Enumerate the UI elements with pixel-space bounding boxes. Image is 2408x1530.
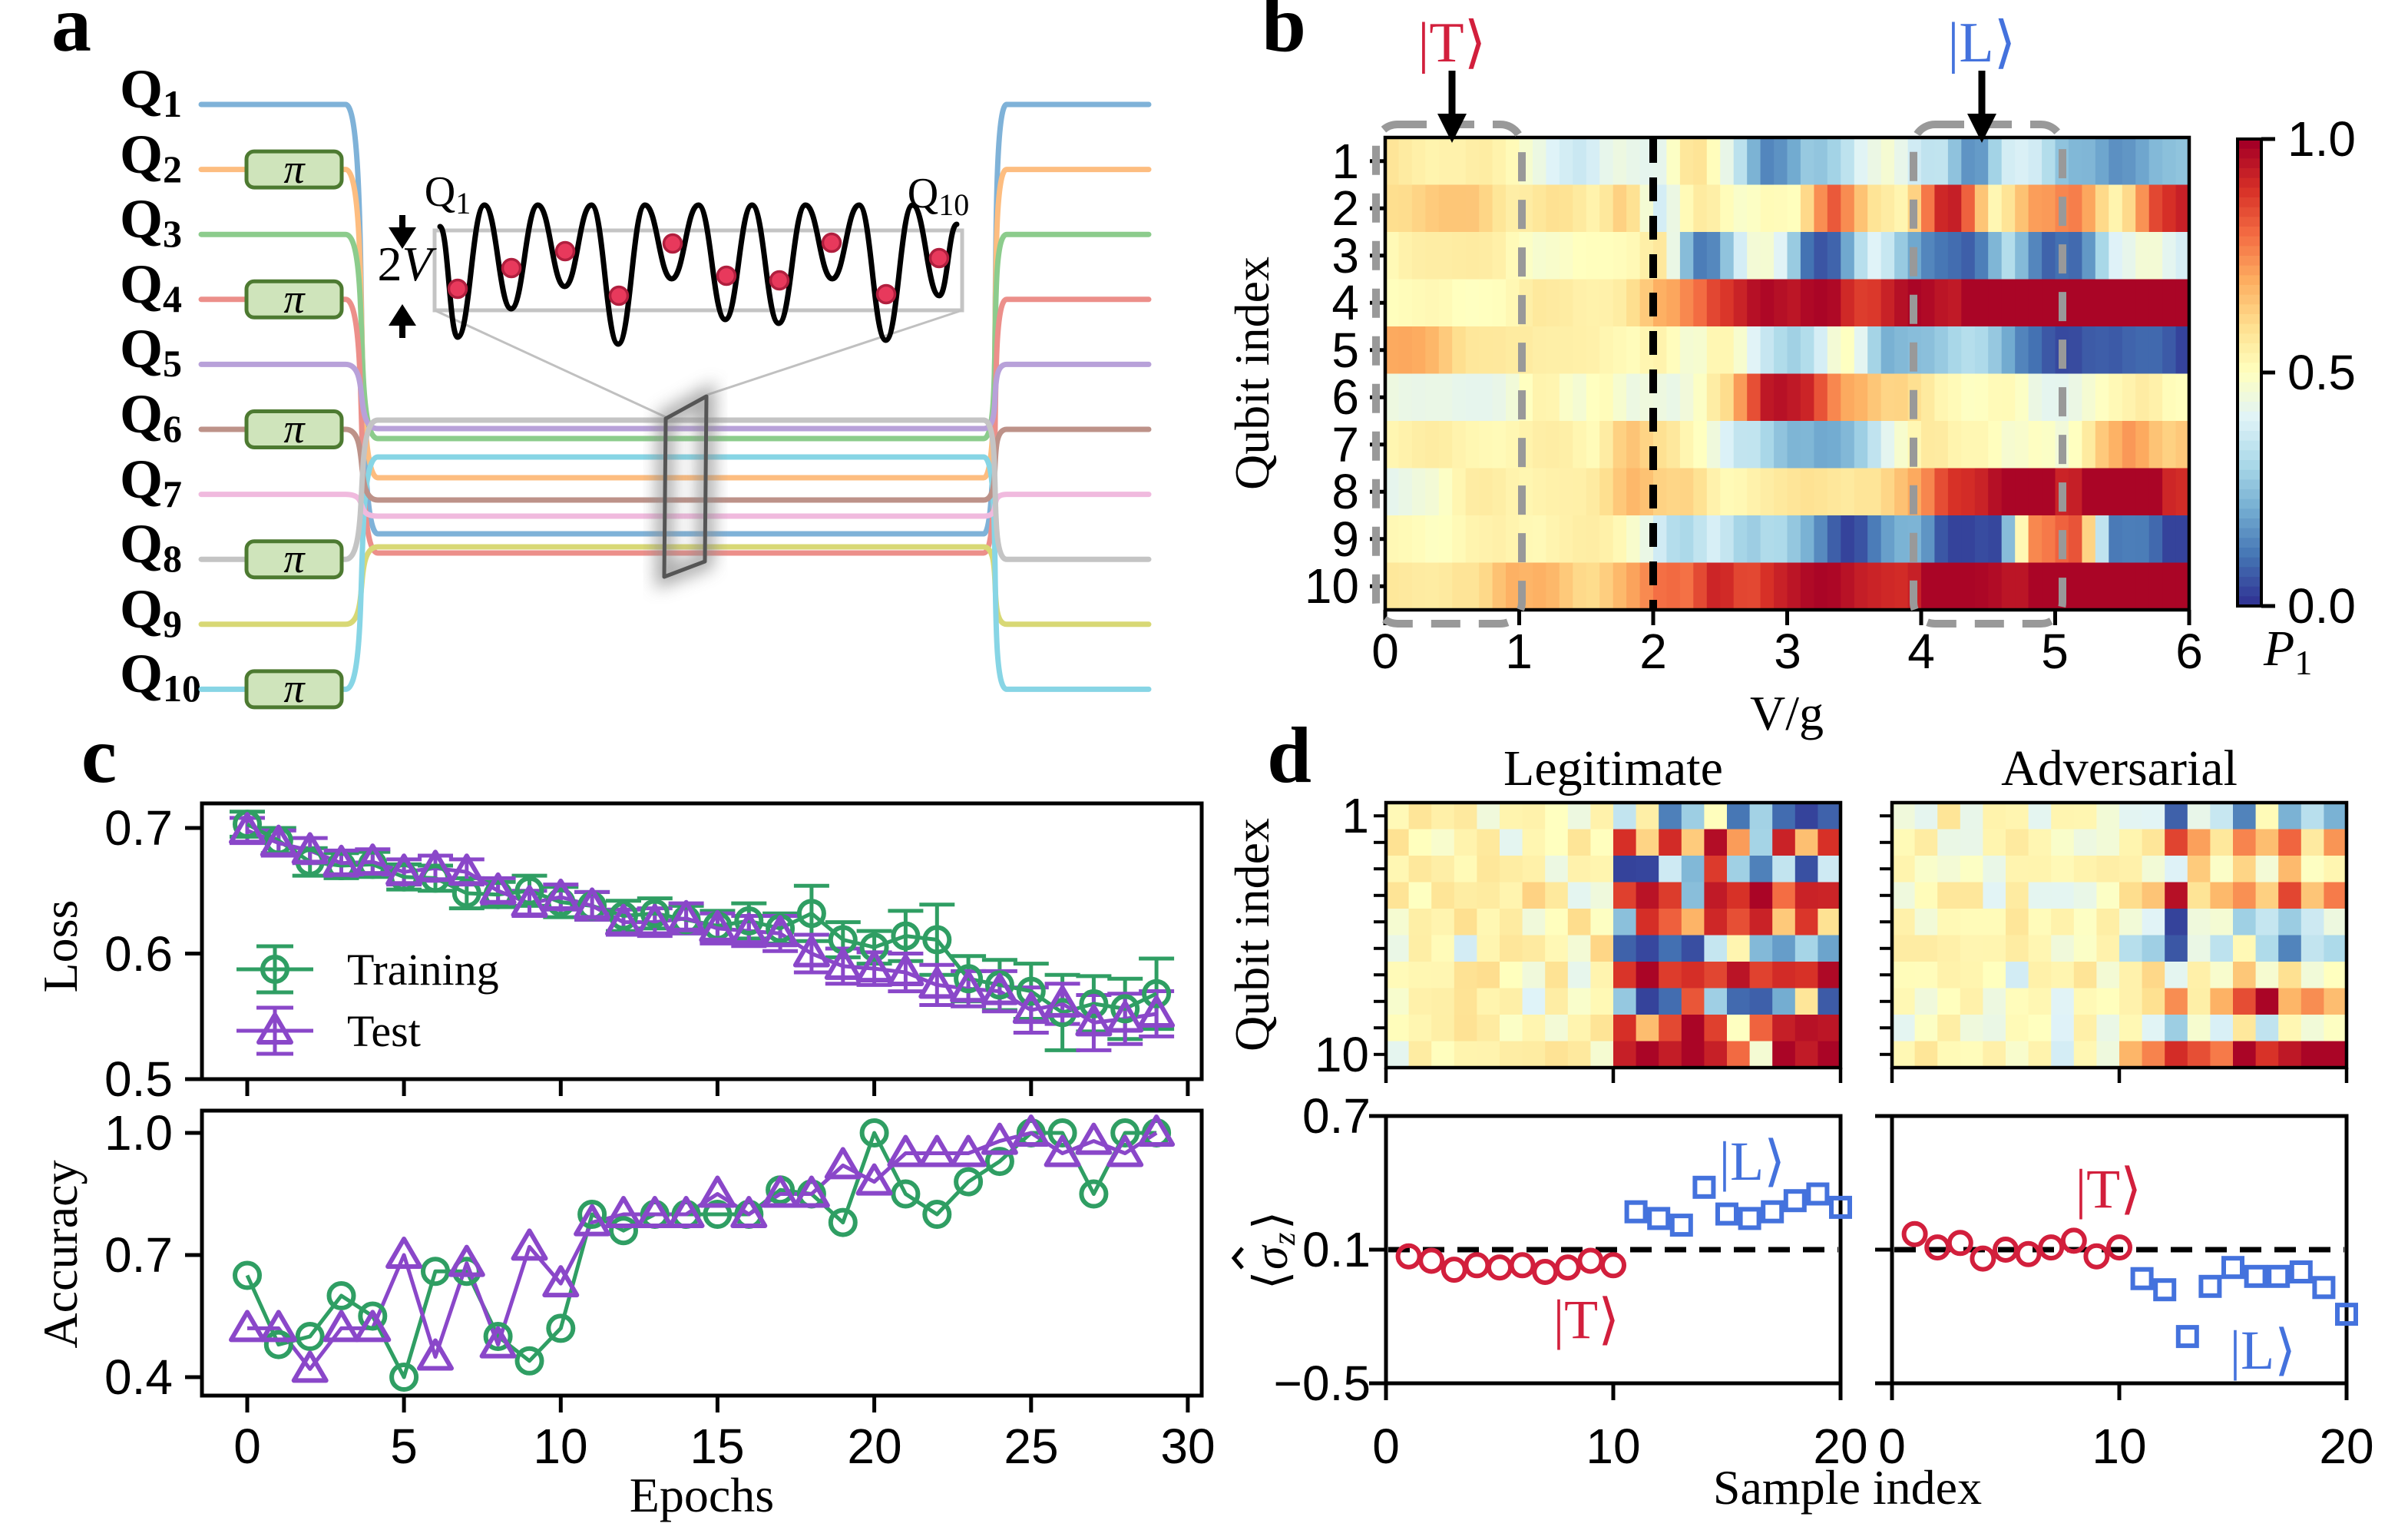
- svg-text:Q6: Q6: [120, 383, 182, 450]
- svg-text:σ: σ: [1245, 1244, 1298, 1270]
- svg-text:20: 20: [1813, 1419, 1867, 1474]
- svg-text:−0.5: −0.5: [1274, 1356, 1371, 1411]
- svg-text:0.7: 0.7: [104, 800, 173, 856]
- svg-text:|L⟩: |L⟩: [1719, 1131, 1785, 1192]
- svg-text:6: 6: [2175, 624, 2203, 679]
- svg-text:0.6: 0.6: [104, 926, 173, 982]
- svg-text:a: a: [51, 0, 91, 68]
- svg-text:Legitimate: Legitimate: [1503, 740, 1723, 796]
- svg-text:c: c: [81, 711, 117, 800]
- svg-text:Q8: Q8: [120, 513, 182, 580]
- svg-text:Qubit index: Qubit index: [1225, 818, 1279, 1051]
- svg-text:d: d: [1267, 711, 1312, 800]
- svg-text:π: π: [283, 665, 306, 711]
- svg-text:8: 8: [1331, 464, 1359, 519]
- svg-text:1.0: 1.0: [104, 1105, 173, 1161]
- svg-text:4: 4: [1907, 624, 1935, 679]
- svg-text:|T⟩: |T⟩: [1418, 12, 1487, 75]
- svg-text:0.7: 0.7: [1302, 1088, 1371, 1144]
- svg-text:|L⟩: |L⟩: [1948, 12, 2016, 75]
- svg-text:5: 5: [390, 1419, 418, 1474]
- svg-text:10: 10: [533, 1419, 587, 1474]
- svg-text:|T⟩: |T⟩: [2076, 1158, 2142, 1220]
- svg-text:5: 5: [1331, 323, 1359, 378]
- svg-text:1: 1: [1341, 788, 1369, 843]
- svg-text:π: π: [283, 406, 306, 452]
- svg-text:0: 0: [233, 1419, 261, 1474]
- svg-text:V/g: V/g: [1750, 686, 1824, 740]
- svg-text:0: 0: [1371, 624, 1399, 679]
- svg-text:Test: Test: [347, 1006, 421, 1056]
- svg-text:Training: Training: [347, 945, 499, 995]
- svg-text:2: 2: [1331, 180, 1359, 236]
- svg-text:0: 0: [1372, 1419, 1400, 1474]
- svg-text:Q9: Q9: [120, 578, 182, 645]
- svg-text:5: 5: [2041, 624, 2069, 679]
- svg-text:20: 20: [847, 1419, 901, 1474]
- svg-text:Accuracy: Accuracy: [33, 1160, 88, 1348]
- svg-text:Sample index: Sample index: [1713, 1460, 1982, 1515]
- svg-text:10: 10: [2092, 1419, 2146, 1474]
- svg-text:30: 30: [1160, 1419, 1215, 1474]
- svg-text:15: 15: [690, 1419, 744, 1474]
- svg-text:⟨: ⟨: [1245, 1271, 1298, 1290]
- svg-text:0.5: 0.5: [2287, 345, 2356, 400]
- svg-text:4: 4: [1331, 275, 1359, 330]
- svg-text:Qubit index: Qubit index: [1225, 257, 1279, 490]
- svg-text:6: 6: [1331, 369, 1359, 425]
- svg-text:Adversarial: Adversarial: [2001, 740, 2238, 796]
- svg-text:0.5: 0.5: [104, 1051, 173, 1107]
- svg-text:0.4: 0.4: [104, 1350, 173, 1405]
- svg-text:25: 25: [1004, 1419, 1058, 1474]
- svg-text:Q3: Q3: [120, 188, 182, 255]
- svg-text:2: 2: [1639, 624, 1667, 679]
- svg-text:π: π: [283, 146, 306, 192]
- svg-text:Loss: Loss: [33, 900, 88, 993]
- svg-text:z: z: [1267, 1233, 1302, 1246]
- svg-text:2V: 2V: [377, 237, 437, 291]
- svg-text:⟩: ⟩: [1245, 1211, 1298, 1230]
- svg-text:0: 0: [1878, 1419, 1906, 1474]
- svg-text:π: π: [283, 276, 306, 322]
- svg-text:10: 10: [1305, 558, 1359, 614]
- svg-text:π: π: [283, 535, 306, 581]
- svg-text:|L⟩: |L⟩: [2230, 1320, 2296, 1381]
- svg-text:0.0: 0.0: [2287, 578, 2356, 634]
- svg-text:Epochs: Epochs: [630, 1468, 774, 1522]
- svg-text:3: 3: [1774, 624, 1801, 679]
- svg-text:10: 10: [1586, 1419, 1640, 1474]
- svg-text:7: 7: [1331, 417, 1359, 472]
- svg-text:P1: P1: [2263, 621, 2312, 682]
- svg-text:10: 10: [1315, 1027, 1369, 1082]
- svg-text:9: 9: [1331, 512, 1359, 567]
- svg-text:3: 3: [1331, 228, 1359, 283]
- svg-text:1: 1: [1505, 624, 1533, 679]
- svg-text:20: 20: [2319, 1419, 2373, 1474]
- svg-text:0.1: 0.1: [1302, 1222, 1371, 1277]
- svg-text:|T⟩: |T⟩: [1553, 1289, 1619, 1350]
- svg-text:1.0: 1.0: [2287, 111, 2356, 167]
- svg-text:b: b: [1262, 0, 1306, 68]
- svg-text:0.7: 0.7: [104, 1227, 173, 1283]
- svg-text:1: 1: [1331, 134, 1359, 189]
